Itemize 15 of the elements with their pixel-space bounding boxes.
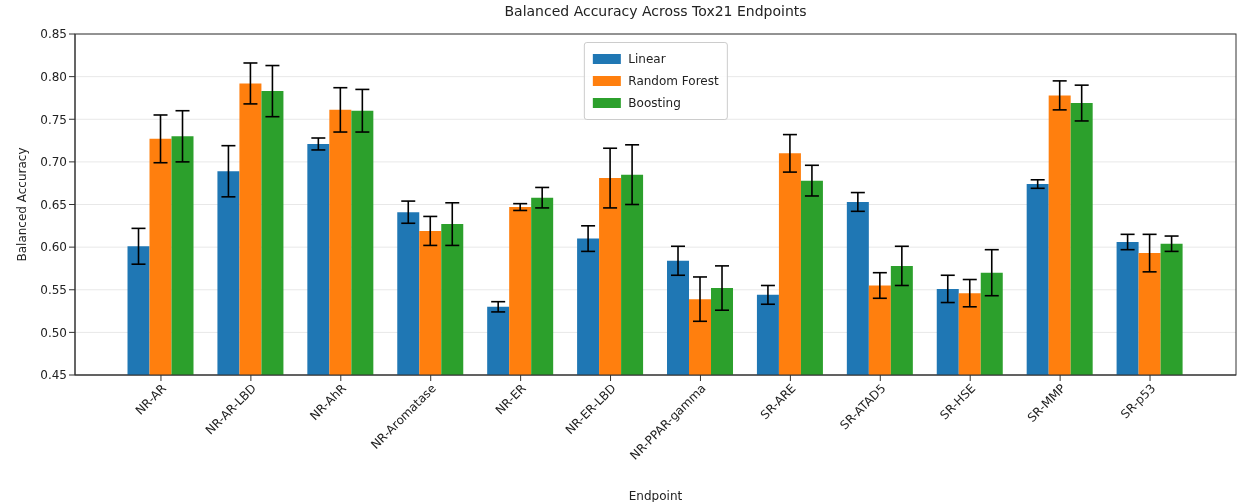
y-tick-label: 0.75 <box>40 112 67 127</box>
legend-label: Boosting <box>628 95 681 112</box>
y-tick-label: 0.65 <box>40 197 67 212</box>
y-tick-label: 0.45 <box>40 368 67 383</box>
y-tick-label: 0.55 <box>40 283 67 298</box>
y-axis-title: Balanced Accuracy <box>15 147 30 262</box>
y-tick-label: 0.60 <box>40 240 67 255</box>
legend-label: Linear <box>628 51 666 68</box>
y-tick-label: 0.70 <box>40 155 67 170</box>
y-tick-label: 0.50 <box>40 325 67 340</box>
chart-title: Balanced Accuracy Across Tox21 Endpoints <box>503 2 808 20</box>
legend-label: Random Forest <box>628 73 719 90</box>
y-tick-label: 0.85 <box>40 27 67 42</box>
y-tick-label: 0.80 <box>40 69 67 84</box>
x-axis-title: Endpoint <box>628 489 683 502</box>
